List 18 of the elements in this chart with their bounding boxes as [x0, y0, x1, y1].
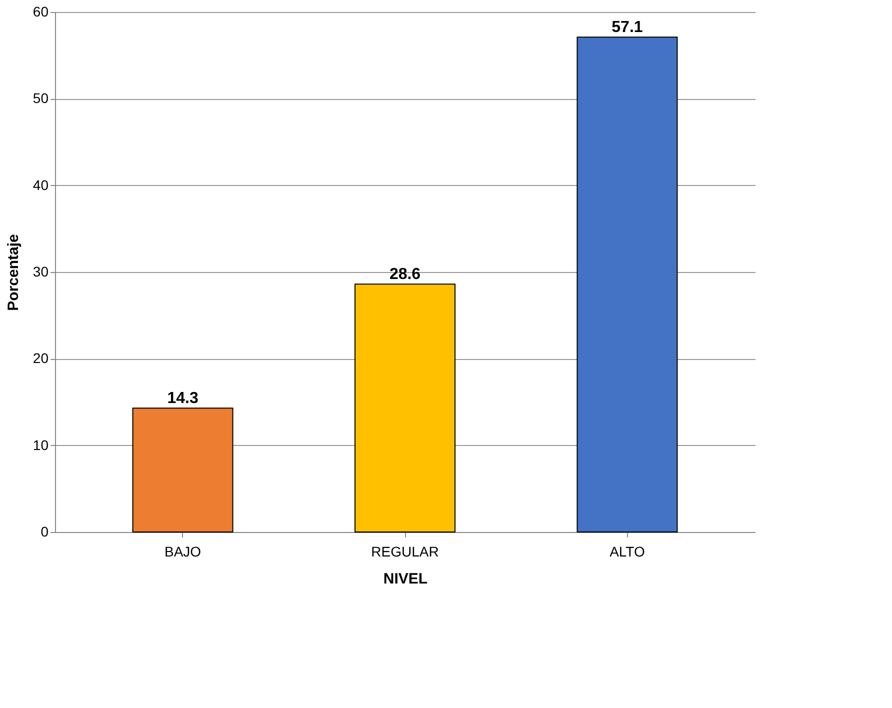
y-axis-title: Porcentaje: [4, 234, 22, 311]
x-tick-label: ALTO: [610, 544, 645, 560]
x-tick-label: BAJO: [164, 544, 202, 560]
y-tick-label: 10: [32, 436, 49, 453]
x-axis-title: NIVEL: [383, 570, 428, 588]
y-tick-label: 30: [32, 264, 49, 280]
y-tick-label: 60: [32, 4, 49, 20]
data-label: 14.3: [167, 390, 198, 408]
y-tick-label: 40: [32, 176, 49, 193]
y-tick-label: 50: [32, 90, 49, 106]
data-label: 28.6: [389, 266, 421, 284]
bar: [576, 36, 678, 532]
bar: [132, 408, 234, 532]
bar: [354, 284, 456, 532]
data-label: 57.1: [612, 19, 643, 36]
y-tick-label: 20: [32, 350, 49, 366]
x-tick-label: REGULAR: [371, 544, 439, 560]
y-tick-label: 0: [40, 524, 49, 540]
